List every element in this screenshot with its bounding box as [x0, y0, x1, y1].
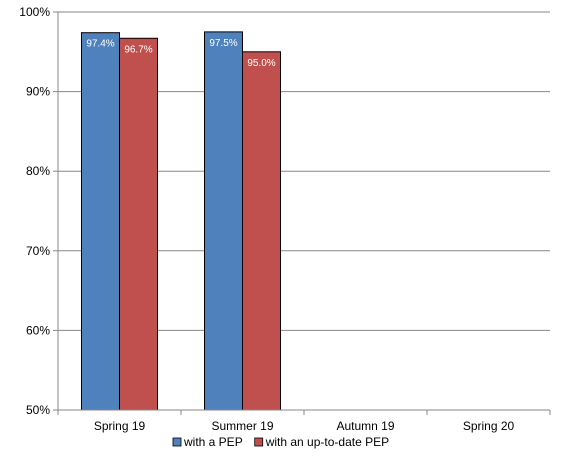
data-label: 97.5%	[209, 38, 237, 49]
y-tick-label: 90%	[26, 85, 50, 99]
legend-swatch	[254, 437, 264, 447]
y-tick-label: 70%	[26, 244, 50, 258]
y-tick-label: 80%	[26, 164, 50, 178]
x-tick-label: Summer 19	[211, 419, 273, 433]
x-tick-label: Spring 19	[94, 419, 146, 433]
x-axis-tick-labels: Spring 19 Summer 19 Autumn 19 Spring 20	[94, 419, 515, 433]
legend: with a PEP with an up-to-date PEP	[172, 435, 389, 449]
y-axis-tick-labels: 50% 60% 70% 80% 90% 100%	[19, 5, 50, 417]
bar	[242, 51, 281, 411]
legend-label: with a PEP	[183, 435, 243, 449]
bar	[119, 37, 158, 411]
x-tick-label: Spring 20	[463, 419, 515, 433]
bars	[81, 31, 281, 411]
bar	[204, 31, 243, 411]
legend-label: with an up-to-date PEP	[265, 435, 389, 449]
y-tick-label: 100%	[19, 5, 50, 19]
x-tick-label: Autumn 19	[336, 419, 394, 433]
data-label: 97.4%	[86, 39, 114, 50]
legend-swatch	[172, 437, 182, 447]
data-label: 96.7%	[124, 44, 152, 55]
axes	[57, 12, 551, 415]
data-labels: 97.4% 97.5% 96.7% 95.0%	[86, 38, 275, 69]
data-label: 95.0%	[247, 58, 275, 69]
y-tick-label: 50%	[26, 403, 50, 417]
y-tick-label: 60%	[26, 323, 50, 337]
bar	[81, 32, 120, 411]
